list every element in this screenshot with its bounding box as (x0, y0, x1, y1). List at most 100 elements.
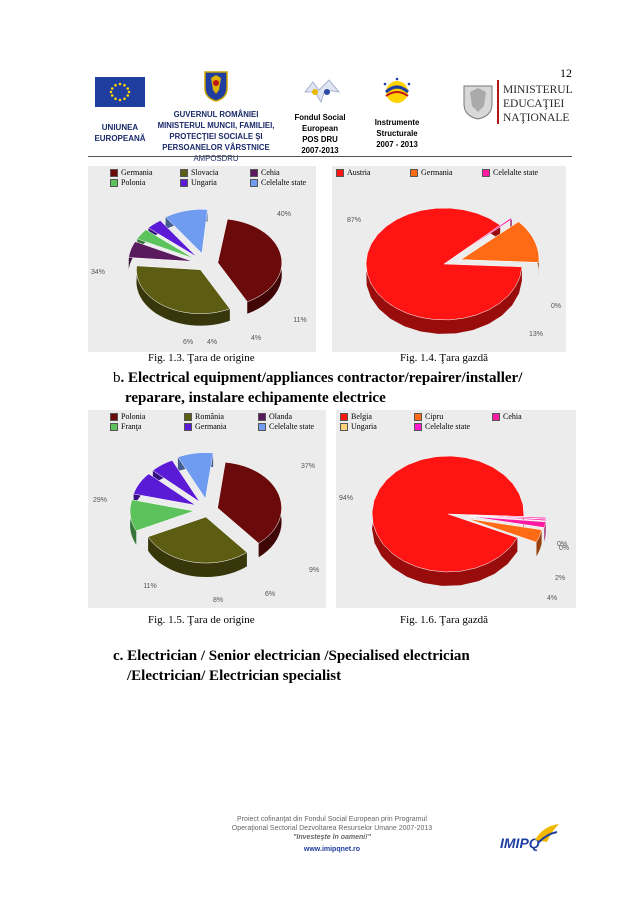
legend-item: Polonia (110, 178, 146, 188)
pie-slice (371, 455, 525, 573)
pie-slice (454, 217, 513, 258)
legend-item: Germania (184, 422, 227, 432)
footer-line1: Proiect cofinanţat din Fondul Social Eur… (237, 816, 427, 823)
pie-percent-label: 9% (309, 567, 319, 574)
legend-swatch (414, 423, 422, 432)
gov-line2: MINISTERUL MUNCII, FAMILIEI, (157, 121, 275, 130)
pie-slice (460, 221, 540, 263)
legend-item: Celelalte state (414, 422, 471, 432)
legend-label: Franţa (121, 422, 142, 431)
legend-swatch (414, 413, 422, 422)
legend-swatch (180, 179, 188, 188)
legend-item: Belgia (340, 412, 372, 422)
fse-line2: European (302, 124, 338, 133)
legend-swatch (180, 169, 188, 178)
legend-label: România (195, 412, 224, 421)
pie-percent-label: 4% (251, 335, 261, 342)
pie-percent-label: 0% (551, 303, 561, 310)
legend-label: Slovacia (191, 168, 219, 177)
pie-slice (177, 452, 214, 500)
fse-logo-icon (301, 78, 343, 106)
legend-swatch (110, 169, 118, 178)
legend-swatch (110, 423, 118, 432)
legend-swatch (340, 413, 348, 422)
pie-slice (128, 241, 193, 262)
legend-label: Ungaria (191, 178, 217, 187)
header-divider (88, 156, 572, 157)
pie-percent-label: 0% (557, 541, 567, 548)
heading-c: c. Electrician / Senior electrician /Spe… (113, 646, 583, 686)
pie-percent-label: 11% (293, 317, 307, 324)
footer-text: Proiect cofinanţat din Fondul Social Eur… (222, 815, 442, 854)
legend-item: Germania (110, 168, 153, 178)
ministry-line3: NAŢIONALE (503, 112, 570, 124)
heading-c-line1: c. Electrician / Senior electrician /Spe… (113, 648, 470, 664)
page-number: 12 (560, 66, 572, 80)
legend-label: Cehia (503, 412, 522, 421)
gov-line4: PERSOANELOR VÂRSTNICE (162, 143, 270, 152)
legend-swatch (492, 413, 500, 422)
imipq-bird-icon (533, 822, 561, 849)
pie-fig15: 37% 29% 11% 8% 6% 9% (93, 452, 319, 604)
imipq-logo: IMIPQ (500, 835, 540, 851)
ministry-line2: EDUCAŢIEI (503, 98, 565, 110)
pie-percent-label: 2% (555, 575, 565, 582)
ministry-line1: MINISTERUL (503, 84, 573, 96)
legend-label: Germania (121, 168, 153, 177)
legend-label: Celelalte state (425, 422, 471, 431)
chart-fig13: 40% 34% 6% 4% 4% 11% Germania Slovacia Cehia … (88, 166, 316, 352)
pie-percent-label: 0% (559, 545, 569, 552)
gov-line3: PROTECŢIEI SOCIALE ŞI (169, 132, 263, 141)
chart-fig15: 37% 29% 11% 8% 6% 9% Polonia România Olanda F… (88, 410, 326, 608)
pie-percent-label: 29% (93, 497, 107, 504)
pie-percent-label: 37% (301, 463, 315, 470)
legend-swatch (336, 169, 344, 178)
legend-label: Germania (421, 168, 453, 177)
legend-label: Cehia (261, 168, 280, 177)
chart-fig16: 94% 0% 0% 2% 4% Belgia Cipru Cehia Ungaria C… (336, 410, 576, 608)
legend-item: Germania (410, 168, 453, 178)
pie-slice (136, 265, 231, 314)
fse-line4: 2007-2013 (301, 146, 339, 155)
legend-swatch (410, 169, 418, 178)
heading-b-line1: b. Electrical equipment/appliances contr… (113, 368, 583, 388)
legend-swatch (250, 169, 258, 178)
pie-fig14: 87% 0% 13% (347, 207, 561, 338)
pie-percent-label: 6% (265, 591, 275, 598)
pie-slice-side (136, 265, 230, 326)
pie-fig13: 40% 34% 6% 4% 4% 11% (91, 209, 307, 346)
legend-item: România (184, 412, 224, 422)
pie-slice-side (536, 529, 542, 557)
pie-percent-label: 4% (547, 595, 557, 602)
eu-stars-icon (109, 82, 131, 102)
pie-percent-label: 8% (213, 597, 223, 604)
legend-label: Olanda (269, 412, 293, 421)
legend-swatch (258, 413, 266, 422)
pie-slice (147, 220, 197, 258)
pie-percent-label: 34% (91, 269, 105, 276)
footer-line3: "Investeşte în oameni!" (293, 834, 371, 841)
legend-item: Franţa (110, 422, 142, 432)
pie-percent-label: 87% (347, 217, 361, 224)
pie-slice (133, 473, 196, 506)
pie-slice (136, 229, 195, 259)
pie-slice (469, 515, 547, 522)
pie-slice (129, 499, 196, 532)
footer-line4: www.imipqnet.ro (303, 846, 361, 853)
pie-slice (365, 207, 523, 321)
caption-fig13: Fig. 1.3. Ţara de origine (148, 352, 255, 364)
is-block: Instrumente Structurale 2007 - 2013 (365, 117, 429, 150)
legend-item: Cipru (414, 412, 443, 422)
legend-item: Ungaria (180, 178, 217, 188)
legend-label: Celelalte state (269, 422, 315, 431)
legend-swatch (258, 423, 266, 432)
fse-line3: POS DRU (302, 135, 338, 144)
pie-slice-side (148, 536, 247, 578)
legend-swatch (482, 169, 490, 178)
legend-label: Polonia (121, 178, 146, 187)
fse-line1: Fondul Social (294, 113, 346, 122)
legend-label: Belgia (351, 412, 372, 421)
caption-fig14: Fig. 1.4. Ţara gazdă (400, 352, 488, 364)
legend-item: Slovacia (180, 168, 219, 178)
pie-percent-label: 40% (277, 211, 291, 218)
